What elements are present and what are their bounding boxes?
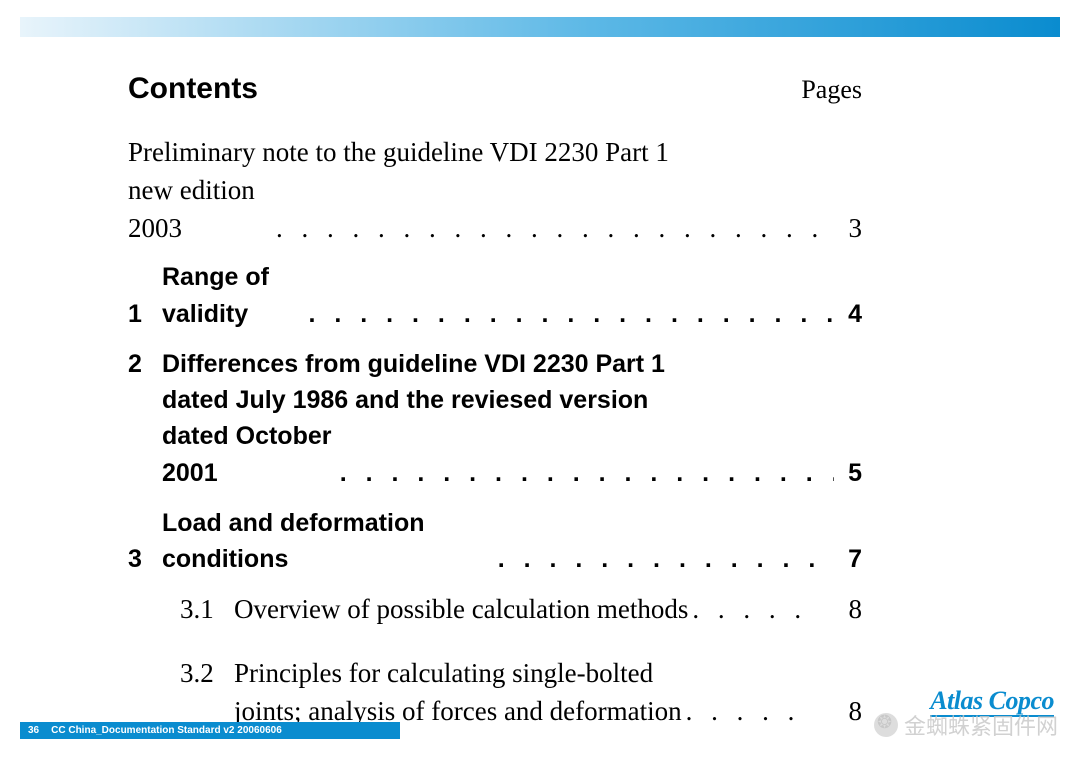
watermark-text: 金蜘蛛紧固件网 [904, 709, 1058, 741]
toc-title-text: dated July 1986 and the reviesed version [162, 382, 648, 418]
toc-chapter: 1 Range of validity . . . . . . . . . . … [128, 259, 862, 332]
toc-title-text: dated October 2001 [162, 418, 336, 491]
toc-last-line: 3.1 Overview of possible calculation met… [180, 591, 862, 629]
table-of-contents: Preliminary note to the guideline VDI 22… [128, 134, 862, 731]
toc-line: 2 Differences from guideline VDI 2230 Pa… [128, 346, 862, 382]
toc-chapter: 2 Differences from guideline VDI 2230 Pa… [128, 346, 862, 491]
toc-sub-entry: 3.1 Overview of possible calculation met… [128, 591, 862, 629]
toc-last-line: dated October 2001 . . . . . . . . . . .… [128, 418, 862, 491]
content-area: Contents Pages Preliminary note to the g… [128, 72, 862, 743]
toc-line: dated July 1986 and the reviesed version [128, 382, 862, 418]
toc-chapter: 3 Load and deformation conditions . . . … [128, 505, 862, 578]
footer-bar: 36 CC China_Documentation Standard v2 20… [20, 722, 400, 739]
toc-chapter-number: 2 [128, 346, 162, 382]
footer-text: CC China_Documentation Standard v2 20060… [51, 725, 282, 736]
toc-title-text: Principles for calculating single-bolted [234, 655, 653, 693]
toc-page-number: 7 [834, 541, 862, 577]
toc-sub-entry: 3.2 Principles for calculating single-bo… [128, 655, 862, 731]
leader-dots: . . . . . . . . . . . . . . . . . . . . … [336, 455, 834, 491]
toc-page-number: 8 [834, 693, 862, 731]
toc-header-row: Contents Pages [128, 72, 862, 106]
toc-entry: Preliminary note to the guideline VDI 22… [128, 134, 862, 247]
toc-page-number: 5 [834, 455, 862, 491]
toc-title-line: Preliminary note to the guideline VDI 22… [128, 134, 862, 172]
toc-title-text: Differences from guideline VDI 2230 Part… [162, 346, 665, 382]
toc-chapter-number: 1 [128, 296, 162, 332]
leader-dots: . . . . . . . . . . . . . . . . . . . . … [272, 210, 834, 248]
leader-dots: . . . . . . . . . . . . . . . . [494, 541, 834, 577]
footer-page-number: 36 [28, 725, 39, 736]
toc-last-line: 3 Load and deformation conditions . . . … [128, 505, 862, 578]
contents-heading: Contents [128, 72, 258, 106]
toc-title-text: new edition 2003 [128, 172, 272, 248]
toc-line: 3.2 Principles for calculating single-bo… [180, 655, 862, 693]
toc-title-text: Overview of possible calculation methods [234, 591, 688, 629]
slide-page: Contents Pages Preliminary note to the g… [0, 0, 1080, 763]
top-gradient-bar [20, 17, 1060, 37]
toc-last-line: 1 Range of validity . . . . . . . . . . … [128, 259, 862, 332]
toc-sub-number: 3.1 [180, 591, 234, 629]
leader-dots: . . . . . [682, 693, 834, 731]
toc-title-text: Load and deformation conditions [162, 505, 494, 578]
toc-page-number: 3 [834, 210, 862, 248]
toc-last-line: new edition 2003 . . . . . . . . . . . .… [128, 172, 862, 248]
watermark: 金蜘蛛紧固件网 [874, 709, 1058, 741]
leader-dots: . . . . . [688, 591, 834, 629]
toc-page-number: 8 [834, 591, 862, 629]
toc-page-number: 4 [834, 296, 862, 332]
leader-dots: . . . . . . . . . . . . . . . . . . . . … [304, 296, 834, 332]
toc-title-text: Range of validity [162, 259, 304, 332]
page-column-label: Pages [801, 75, 862, 105]
toc-chapter-number: 3 [128, 541, 162, 577]
toc-sub-number: 3.2 [180, 655, 234, 693]
wechat-icon [874, 713, 898, 737]
